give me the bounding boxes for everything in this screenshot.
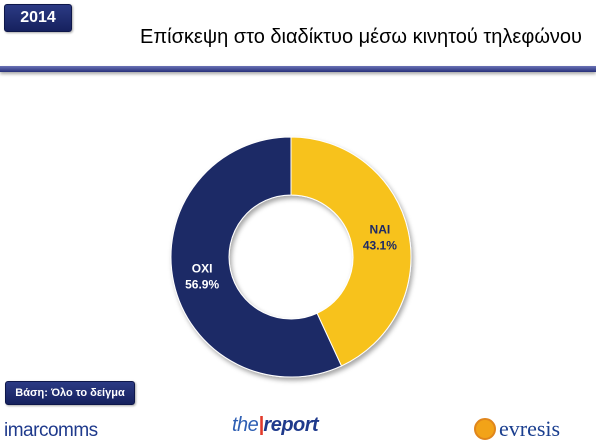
thereport-logo-bar: | (258, 414, 264, 436)
evresis-logo-icon (474, 418, 496, 440)
sample-base-badge: Βάση: Όλο το δείγμα (5, 381, 135, 405)
evresis-logo: evresis (474, 416, 560, 442)
slice-label-oxi: OXI (192, 262, 213, 276)
imarcomms-logo: imarcomms (4, 420, 98, 441)
evresis-logo-word: evresis (499, 416, 561, 441)
thereport-logo-the: the (232, 414, 259, 436)
title-divider (0, 66, 596, 72)
slice-value-nai: 43.1% (363, 238, 397, 252)
donut-slice-nai (290, 136, 412, 367)
thereport-logo-word: report (263, 414, 319, 436)
thereport-logo: the|report (232, 414, 319, 437)
slice-value-oxi: 56.9% (185, 278, 219, 292)
donut-slice-oxi (170, 136, 343, 378)
page-title: Επίσκεψη στο διαδίκτυο μέσω κινητού τηλε… (140, 26, 582, 48)
slice-label-nai: NAI (370, 222, 391, 236)
year-badge: 2014 (4, 4, 72, 32)
